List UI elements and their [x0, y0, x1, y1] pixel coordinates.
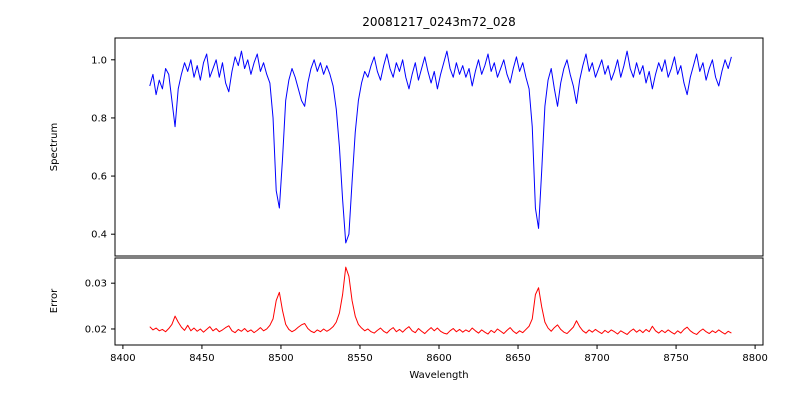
spectrum-y-axis-label: Spectrum: [49, 123, 60, 171]
x-tick-label: 8450: [189, 353, 214, 364]
spectrum-y-tick-label: 1.0: [91, 55, 107, 66]
x-axis-label: Wavelength: [409, 370, 468, 381]
data-lines-layer: [149, 50, 732, 335]
error-line: [149, 266, 732, 335]
spectrum-y-tick-label: 0.6: [91, 172, 107, 183]
spectrum-y-tick-label: 0.8: [91, 113, 107, 124]
x-tick-label: 8650: [505, 353, 530, 364]
error-y-tick-label: 0.03: [85, 279, 107, 290]
x-tick-label: 8800: [742, 353, 767, 364]
axes-layer: 0.4 0.6 0.8 1.0 0.02 0.03 8400 8450 8500 8550 8600…: [85, 37, 768, 364]
x-tick-label: 8500: [268, 353, 293, 364]
spectrum-panel-frame: [114, 37, 764, 257]
spectrum-y-tick-label: 0.4: [91, 230, 107, 241]
plot-title: 20081217_0243m72_028: [362, 15, 515, 29]
x-tick-label: 8550: [347, 353, 372, 364]
x-tick-label: 8700: [584, 353, 609, 364]
error-y-tick-label: 0.02: [85, 324, 107, 335]
x-tick-label: 8600: [426, 353, 451, 364]
error-y-axis-label: Error: [49, 288, 60, 313]
x-tick-label: 8400: [110, 353, 135, 364]
spectrum-line: [149, 50, 732, 244]
x-tick-label: 8750: [663, 353, 688, 364]
